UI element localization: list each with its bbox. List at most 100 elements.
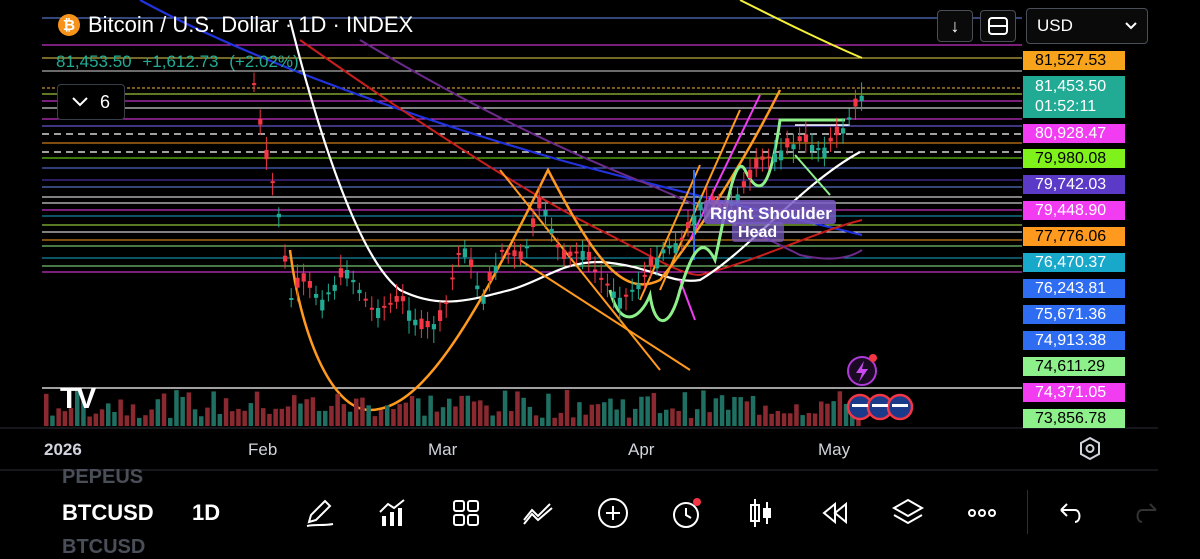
candle-body bbox=[388, 302, 393, 305]
candle-body bbox=[320, 299, 325, 311]
chevron-down-icon bbox=[72, 97, 88, 107]
volume-bar bbox=[620, 399, 626, 426]
symbol-title[interactable]: ₿ Bitcoin / U.S. Dollar · 1D · INDEX bbox=[58, 12, 413, 38]
layouts-grid-icon[interactable] bbox=[449, 496, 483, 530]
candle-body bbox=[748, 169, 753, 178]
price-change: +1,612.73 bbox=[142, 52, 219, 71]
candlestick-series bbox=[252, 72, 864, 343]
last-price: 81,453.50 bbox=[56, 52, 132, 71]
indicators-chart-icon[interactable] bbox=[376, 496, 410, 530]
volume-bar bbox=[676, 411, 681, 426]
volume-bar bbox=[378, 410, 384, 426]
volume-bar bbox=[502, 390, 508, 426]
volume-bar bbox=[763, 405, 768, 426]
undo-icon[interactable] bbox=[1053, 496, 1087, 530]
volume-bar bbox=[310, 397, 316, 426]
add-plus-icon[interactable] bbox=[596, 496, 630, 530]
volume-bar bbox=[608, 398, 613, 426]
price-label: 79,742.03 bbox=[1023, 175, 1125, 194]
symbol-selector[interactable]: BTCUSD bbox=[62, 500, 154, 525]
candle-body bbox=[816, 148, 821, 151]
candle-body bbox=[283, 255, 288, 262]
candle-body bbox=[568, 251, 573, 256]
volume-bar bbox=[335, 393, 340, 426]
draw-pencil-icon[interactable] bbox=[303, 496, 337, 530]
volume-bar bbox=[236, 408, 241, 426]
candle-body bbox=[760, 156, 765, 160]
volume-bar bbox=[775, 410, 781, 426]
volume-bar bbox=[230, 411, 235, 426]
candle-body bbox=[698, 203, 703, 211]
volume-bar bbox=[819, 401, 824, 426]
time-label-feb: Feb bbox=[248, 440, 278, 459]
candle-body bbox=[301, 273, 306, 282]
volume-bar bbox=[99, 409, 105, 426]
candle-body bbox=[741, 181, 746, 188]
volume-bar bbox=[670, 408, 675, 426]
volume-bar bbox=[639, 396, 644, 426]
volume-bar bbox=[595, 404, 601, 426]
volume-bar bbox=[93, 413, 99, 426]
price-label: 77,776.06 bbox=[1023, 227, 1125, 246]
alarm-clock-icon[interactable] bbox=[669, 496, 703, 530]
candle-body bbox=[450, 277, 455, 280]
candle-body bbox=[692, 215, 697, 225]
chart-type-candles-icon[interactable] bbox=[744, 496, 778, 530]
candle-body bbox=[803, 134, 808, 142]
volume-bar bbox=[397, 404, 402, 426]
indicators-toggle[interactable]: 6 bbox=[57, 84, 125, 120]
compare-symbols-icon[interactable] bbox=[522, 496, 556, 530]
volume-bar bbox=[695, 409, 700, 426]
candle-body bbox=[630, 289, 635, 292]
candle-body bbox=[363, 298, 368, 301]
fullscreen-button[interactable] bbox=[980, 10, 1016, 42]
volume-bar bbox=[447, 398, 452, 426]
volume-bar bbox=[626, 417, 632, 426]
price-label: 81,527.53 bbox=[1023, 51, 1125, 70]
volume-bar bbox=[614, 409, 619, 426]
volume-bar bbox=[391, 409, 396, 426]
candle-body bbox=[289, 298, 294, 300]
head-label[interactable]: Head bbox=[738, 224, 777, 241]
volume-bar bbox=[161, 393, 167, 426]
download-button[interactable]: ↓ bbox=[937, 10, 973, 42]
settings-hex-icon[interactable] bbox=[1080, 436, 1100, 461]
flash-event-icon[interactable] bbox=[847, 354, 877, 386]
layers-icon[interactable] bbox=[891, 496, 925, 530]
timeframe-selector[interactable]: 1D bbox=[192, 500, 221, 525]
volume-bar bbox=[56, 408, 61, 426]
candle-body bbox=[345, 270, 350, 279]
candle-body bbox=[270, 181, 275, 184]
candle-body bbox=[543, 210, 548, 216]
candle-body bbox=[376, 308, 381, 319]
candle-body bbox=[506, 252, 511, 255]
candle-body bbox=[276, 213, 281, 218]
tradingview-logo: TV bbox=[60, 382, 96, 415]
candle-body bbox=[624, 294, 629, 297]
volume-bar bbox=[732, 396, 737, 426]
candle-body bbox=[307, 280, 312, 288]
candle-body bbox=[593, 269, 598, 272]
currency-value: USD bbox=[1037, 16, 1073, 35]
replay-rewind-icon[interactable] bbox=[818, 496, 852, 530]
time-label-year: 2026 bbox=[44, 440, 82, 459]
more-options-icon[interactable] bbox=[965, 496, 999, 530]
volume-bar bbox=[564, 390, 570, 426]
volume-bar bbox=[137, 417, 142, 426]
redo-icon[interactable] bbox=[1130, 496, 1164, 530]
right-shoulder-label[interactable]: Right Shoulder bbox=[710, 204, 832, 223]
volume-bar bbox=[440, 407, 446, 426]
candle-body bbox=[518, 251, 523, 260]
volume-bar bbox=[273, 408, 278, 426]
candle-body bbox=[828, 137, 833, 142]
currency-select[interactable]: USD bbox=[1026, 8, 1148, 44]
us-flag-events-icon[interactable] bbox=[846, 393, 914, 421]
candle-body bbox=[394, 296, 399, 302]
price-summary: 81,453.50 +1,612.73 (+2.02%) bbox=[56, 52, 305, 72]
volume-bar bbox=[199, 416, 204, 426]
volume-bar bbox=[657, 413, 663, 426]
price-label: 74,611.29 bbox=[1023, 357, 1125, 376]
volume-bar bbox=[806, 413, 812, 426]
volume-bar bbox=[106, 403, 111, 426]
